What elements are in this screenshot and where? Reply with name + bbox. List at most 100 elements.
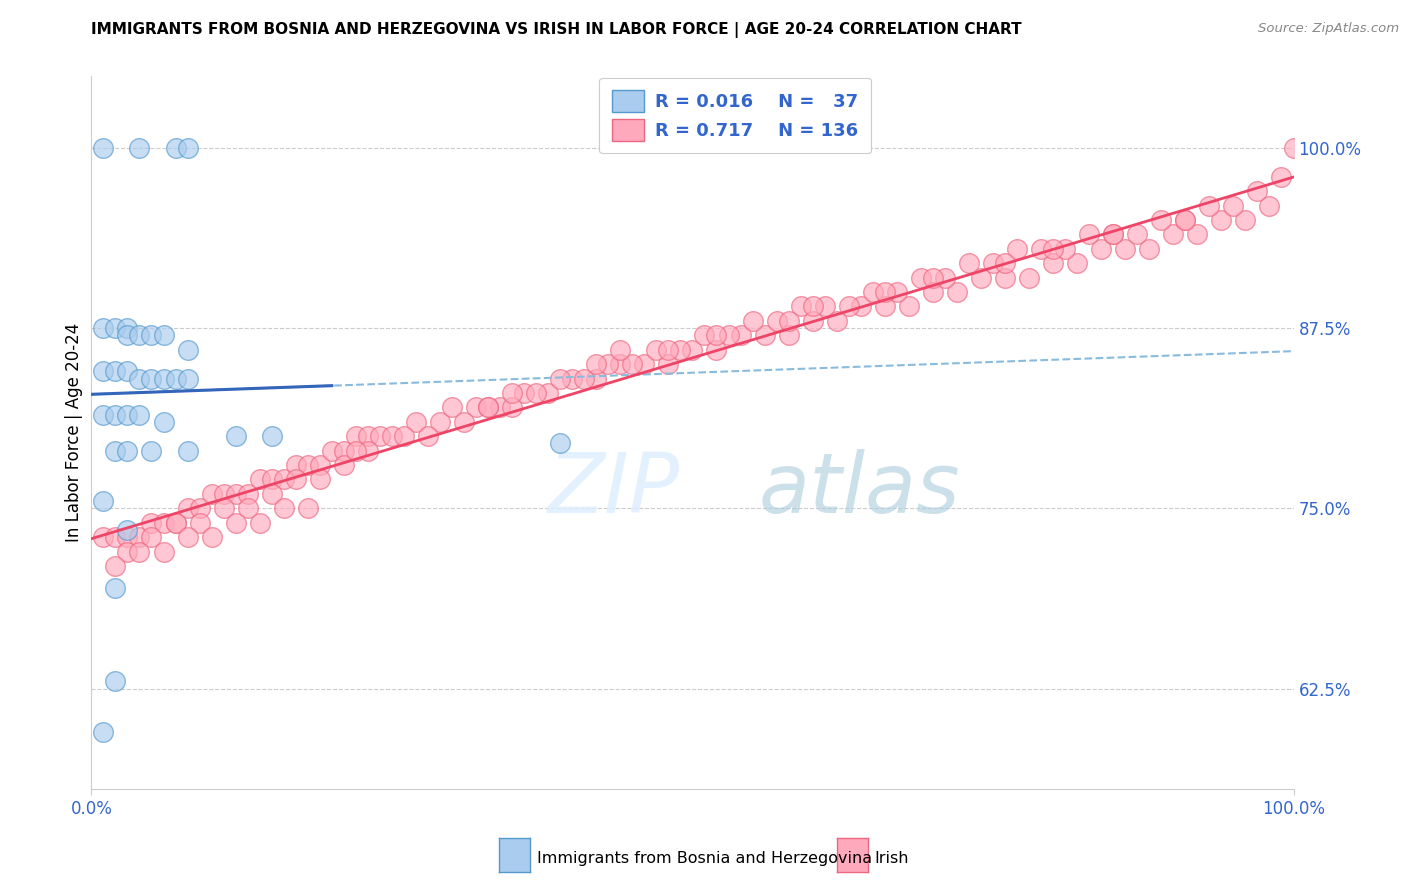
Point [657,343,679,357]
Point [93,321,115,335]
Text: Immigrants from Bosnia and Herzegovina: Immigrants from Bosnia and Herzegovina [537,851,872,865]
Point [104,364,127,378]
Point [1258,198,1281,212]
Point [128,408,150,422]
Point [152,328,174,343]
Text: atlas: atlas [759,450,960,530]
Point [585,357,607,371]
Point [453,415,475,429]
Point [1187,227,1209,242]
Point [477,401,499,415]
Point [1090,242,1112,256]
Point [93,141,115,155]
Point [357,429,380,443]
Point [128,141,150,155]
Point [681,343,703,357]
Point [429,415,451,429]
Point [585,371,607,385]
Point [801,314,824,328]
Point [117,544,139,558]
Point [1114,242,1136,256]
Point [669,343,692,357]
Point [104,321,127,335]
Point [922,270,945,285]
Point [249,473,271,487]
Point [741,314,763,328]
Point [128,530,150,544]
Point [381,429,404,443]
Point [93,530,115,544]
Point [717,328,740,343]
Point [897,300,920,314]
Point [489,401,512,415]
Point [152,371,174,385]
Point [1211,213,1233,227]
Point [849,300,872,314]
Point [1137,242,1160,256]
Point [994,256,1017,270]
Point [405,415,427,429]
Point [128,544,150,558]
Text: Source: ZipAtlas.com: Source: ZipAtlas.com [1258,22,1399,36]
Point [225,516,247,530]
Point [838,300,860,314]
Point [1102,227,1125,242]
Point [93,408,115,422]
Point [416,429,439,443]
Point [994,270,1017,285]
Point [598,357,620,371]
Point [368,429,391,443]
Point [104,558,127,573]
Point [284,458,307,472]
Point [1234,213,1257,227]
Point [548,436,571,450]
Point [176,141,198,155]
Point [249,516,271,530]
Point [910,270,932,285]
Point [176,501,198,516]
Point [1270,169,1292,184]
Point [1054,242,1077,256]
Point [513,386,536,401]
Point [93,724,115,739]
Point [176,343,198,357]
Point [754,328,776,343]
Point [333,458,356,472]
Point [1042,256,1064,270]
Point [104,443,127,458]
Text: ZIP: ZIP [548,450,681,530]
Point [621,357,644,371]
Point [1150,213,1173,227]
Point [176,371,198,385]
Point [765,314,787,328]
Point [1066,256,1088,270]
Point [344,443,367,458]
Point [970,270,993,285]
Point [152,415,174,429]
Point [778,328,800,343]
Point [104,581,127,595]
Point [308,473,330,487]
Point [117,443,139,458]
Point [188,501,211,516]
Point [176,530,198,544]
Point [284,473,307,487]
Point [141,516,163,530]
Point [440,401,463,415]
Point [104,408,127,422]
Point [1174,213,1197,227]
Point [957,256,980,270]
Point [141,371,163,385]
Point [117,523,139,537]
Point [862,285,884,299]
Point [212,501,235,516]
Point [548,371,571,385]
Point [333,443,356,458]
Y-axis label: In Labor Force | Age 20-24: In Labor Force | Age 20-24 [65,323,83,542]
Point [273,501,295,516]
Point [946,285,969,299]
Point [981,256,1004,270]
Point [524,386,547,401]
Point [260,487,283,501]
Point [93,494,115,508]
